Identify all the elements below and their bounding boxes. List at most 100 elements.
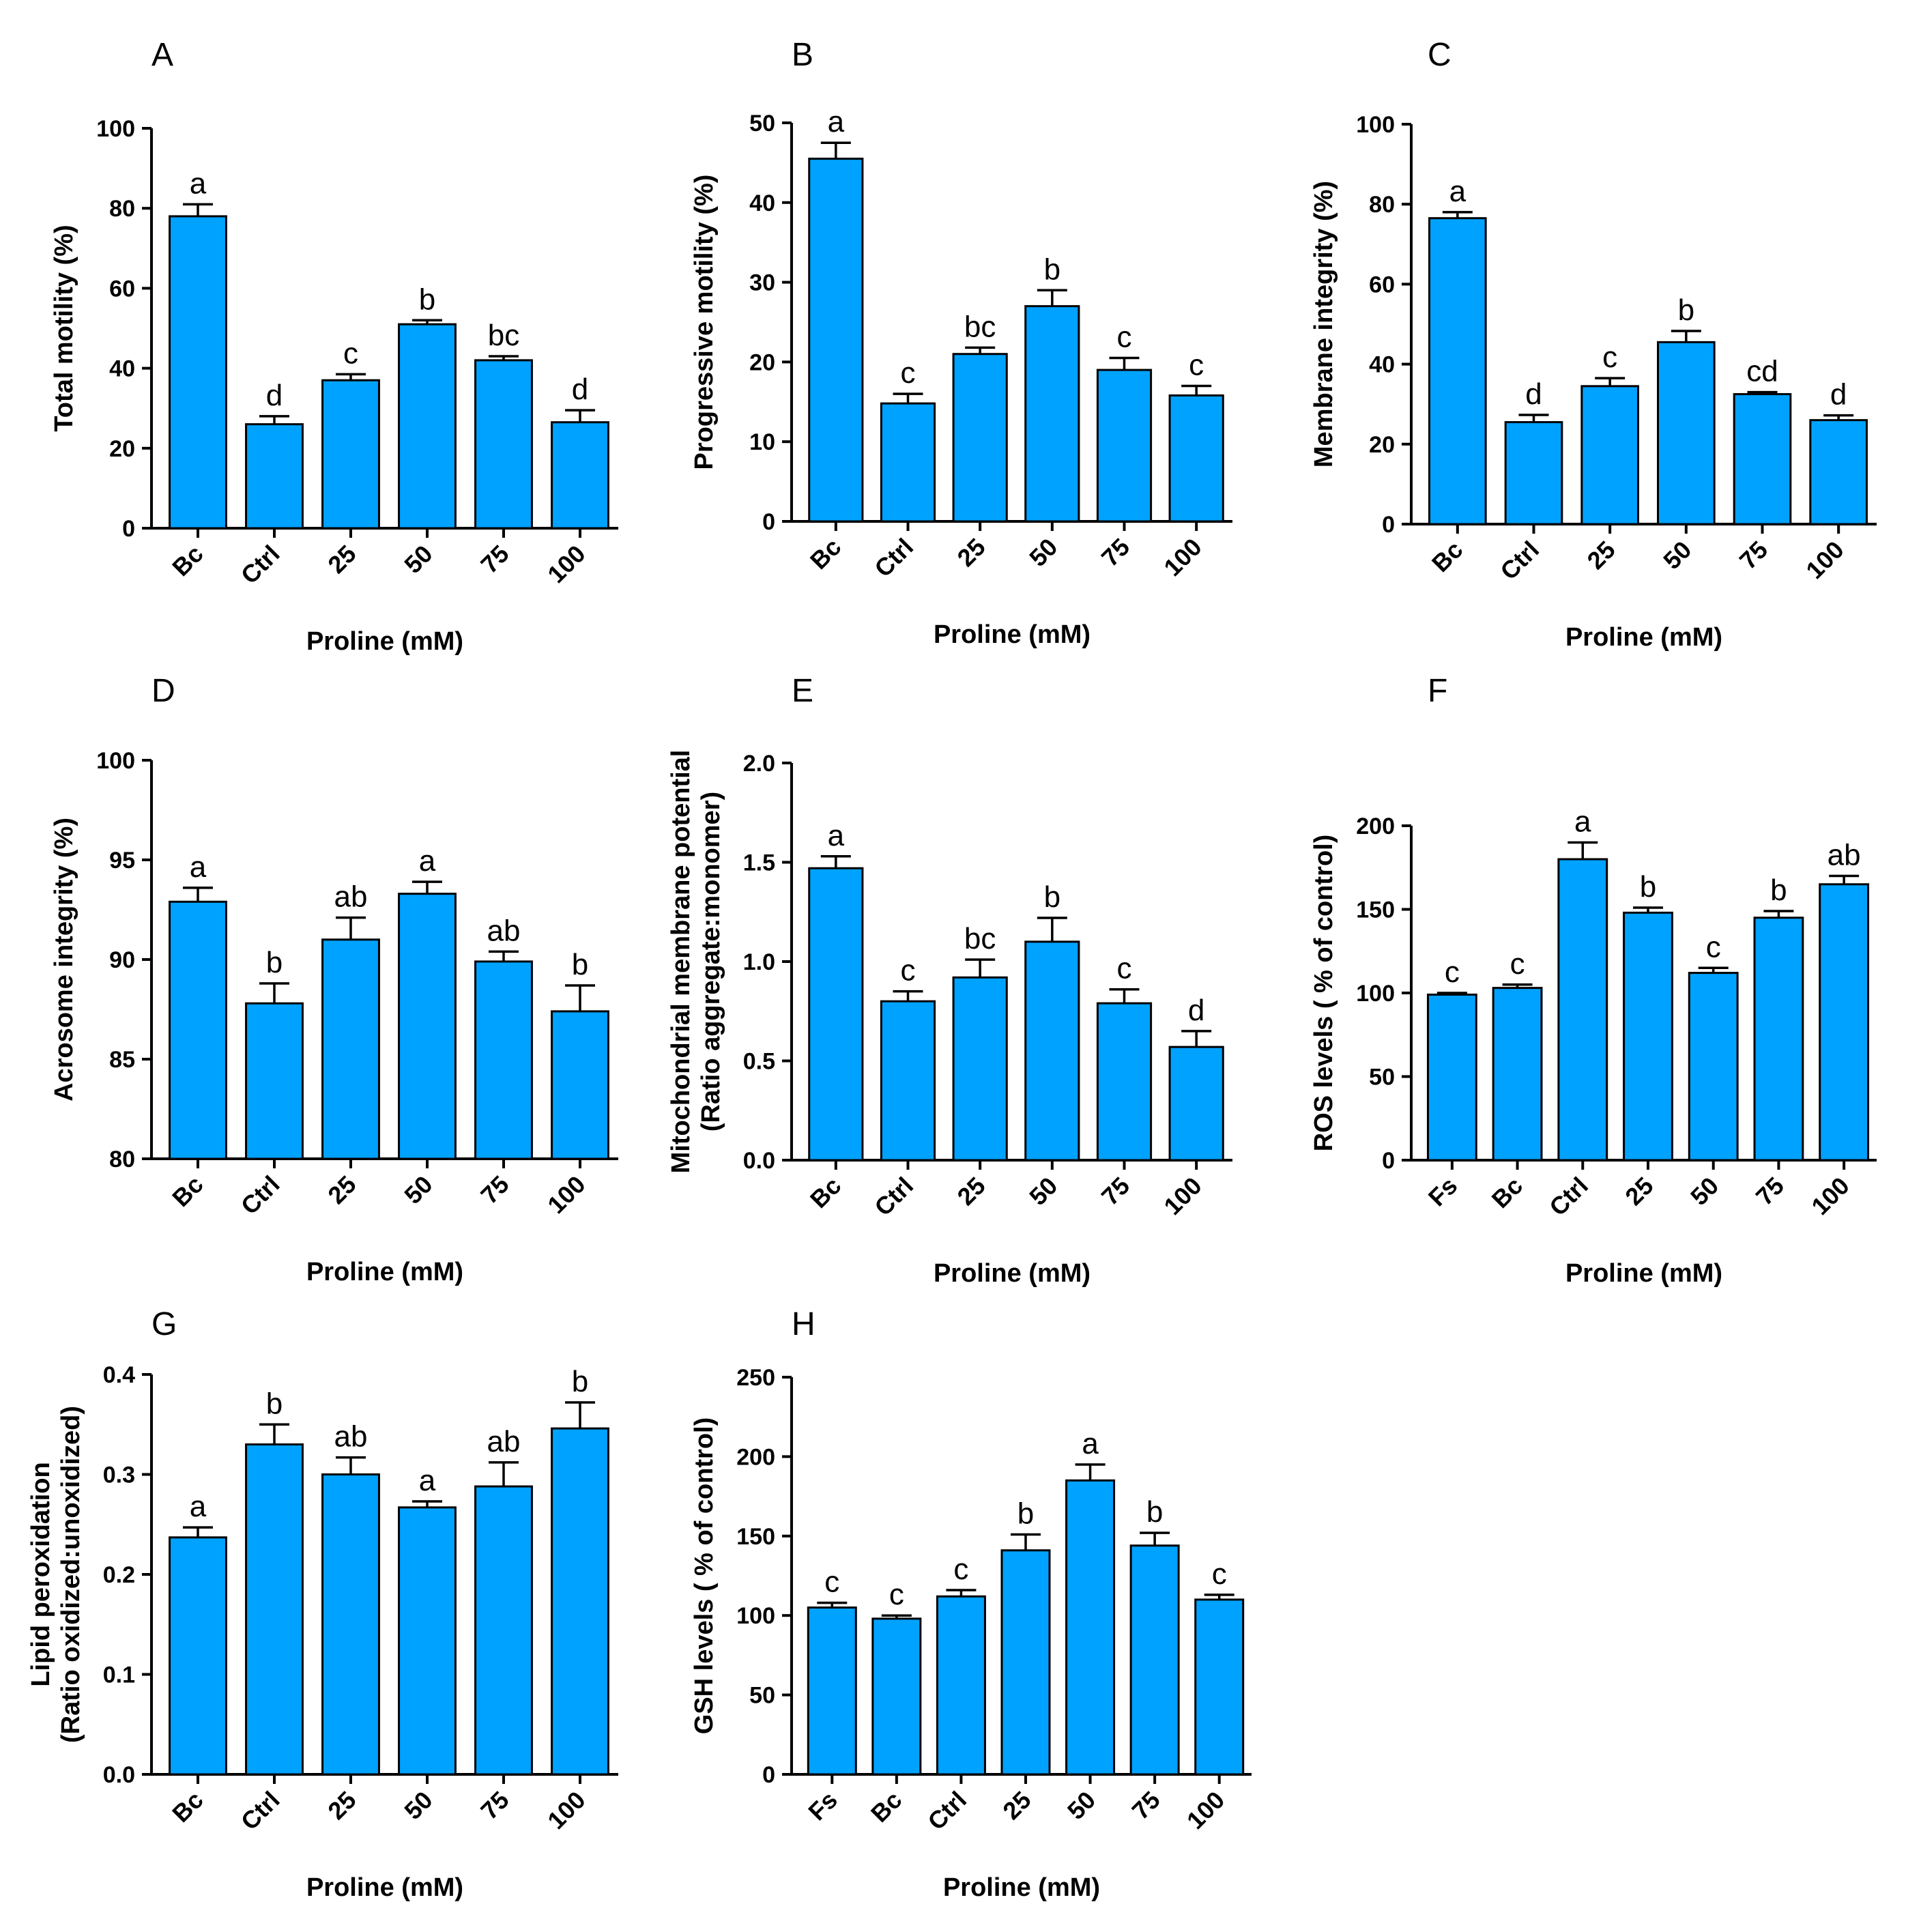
x-tick-label: 50 (1024, 533, 1063, 572)
x-tick-label: 50 (399, 1786, 437, 1825)
y-tick-label: 50 (749, 1683, 775, 1709)
significance-label: c (343, 336, 358, 370)
bar-75 (474, 960, 533, 1160)
y-tick-label: 100 (1356, 112, 1395, 138)
x-tick-label: 75 (475, 1786, 514, 1825)
x-tick-label: Ctrl (869, 533, 919, 583)
x-tick-label: Ctrl (235, 1786, 285, 1836)
x-tick-label: 100 (1158, 1172, 1207, 1220)
x-tick-label: Ctrl (1494, 536, 1544, 586)
x-tick-label: 50 (1024, 1172, 1063, 1211)
bar-50 (398, 323, 457, 530)
bar-50 (398, 1506, 457, 1776)
bar-100 (551, 1010, 609, 1160)
chart-panel-b: B 0 10 20 30 40 50 a Bc c Ctrl bc 25 b 50 c 75 c 100 Prolin… (690, 37, 1232, 649)
bar-25 (952, 976, 1008, 1162)
x-tick-label: Bc (167, 540, 209, 582)
significance-label: bc (964, 310, 996, 343)
panel-letter: H (792, 1306, 815, 1342)
x-tick-label: Fs (803, 1786, 843, 1826)
x-tick-label: 25 (322, 540, 361, 579)
significance-label: d (266, 379, 283, 412)
bar-100 (1194, 1598, 1245, 1776)
bar-75 (474, 1485, 533, 1776)
significance-label: b (572, 1365, 588, 1398)
significance-label: b (419, 283, 435, 316)
x-tick-label: 100 (1806, 1172, 1854, 1220)
y-tick-label: 2.0 (743, 751, 775, 777)
y-tick-label: 100 (1356, 981, 1395, 1007)
bar-50 (1024, 940, 1080, 1162)
significance-label: c (953, 1553, 968, 1586)
x-tick-label: 75 (1750, 1172, 1789, 1211)
significance-label: a (419, 844, 436, 878)
x-tick-label: 75 (475, 540, 514, 579)
significance-label: c (1189, 348, 1204, 381)
bar-bc (808, 158, 864, 523)
y-axis-title: Progressive motility (%) (690, 175, 719, 470)
x-tick-label: 75 (1096, 1172, 1135, 1211)
bar-25 (321, 379, 380, 530)
y-tick-label: 0 (122, 516, 135, 542)
x-tick-label: 25 (952, 1172, 991, 1211)
significance-label: b (572, 948, 588, 981)
bar-75 (1096, 369, 1153, 523)
significance-label: c (824, 1566, 839, 1599)
bar-bc (169, 1536, 227, 1776)
panel-letter: E (792, 673, 813, 709)
bar-75 (1129, 1544, 1180, 1776)
y-tick-label: 80 (109, 196, 135, 222)
x-tick-label: 100 (1800, 536, 1849, 584)
x-axis-title: Proline (mM) (934, 620, 1091, 649)
y-tick-label: 0 (762, 1762, 775, 1788)
significance-label: ab (487, 914, 521, 947)
x-tick-label: Bc (167, 1170, 209, 1213)
significance-label: b (266, 1387, 283, 1420)
y-tick-label: 20 (749, 349, 775, 375)
x-tick-label: 100 (542, 1786, 590, 1834)
y-tick-label: 150 (736, 1524, 775, 1550)
significance-label: ab (487, 1425, 521, 1458)
y-axis-title: Membrane integrity (%) (1310, 181, 1338, 467)
significance-label: a (190, 167, 207, 200)
x-tick-label: 75 (475, 1170, 514, 1209)
bar-100 (551, 1427, 609, 1776)
chart-panel-h: H 0 50 100 150 200 250 c Fs c Bc c Ctrl b 25 a 50 b 75 c 100… (690, 1306, 1252, 1902)
significance-label: a (1082, 1427, 1099, 1460)
y-tick-label: 1.5 (743, 850, 775, 876)
panel-letter: F (1428, 673, 1447, 709)
y-tick-label: 0.1 (103, 1662, 135, 1688)
chart-panel-c: C 0 20 40 60 80 100 a Bc d Ctrl c 25 b 50 cd 75 d 100 Proli… (1310, 37, 1877, 652)
y-tick-label: 150 (1356, 897, 1395, 923)
significance-label: a (828, 105, 845, 139)
chart-panel-a: A 0 20 40 60 80 100 a Bc d Ctrl c 25 b 50 bc 75 d 100 Proli… (50, 37, 618, 656)
bar-bc (871, 1617, 922, 1776)
bar-50 (1065, 1479, 1116, 1776)
x-tick-label: 25 (1582, 536, 1621, 575)
y-tick-label: 85 (109, 1047, 135, 1073)
bar-bc (1492, 987, 1543, 1162)
significance-label: a (190, 1490, 207, 1523)
x-tick-label: Ctrl (235, 540, 285, 590)
y-tick-label: 0.0 (743, 1148, 775, 1174)
x-tick-label: 100 (542, 1170, 590, 1219)
significance-label: d (1830, 378, 1847, 412)
chart-panel-e: E 0.0 0.5 1.0 1.5 2.0 a Bc c Ctrl bc 25 b 50 c 75 d 100 Pr… (667, 673, 1232, 1288)
significance-label: d (1525, 377, 1542, 411)
y-axis-subtitle: (Ratio oxidized:unoxidized) (57, 1406, 85, 1743)
bar-ctrl (880, 402, 936, 523)
significance-label: a (828, 819, 845, 852)
panel-letter: G (151, 1306, 177, 1342)
significance-label: c (889, 1578, 904, 1611)
significance-label: c (1510, 947, 1525, 981)
x-axis-title: Proline (mM) (306, 1258, 463, 1286)
x-tick-label: Ctrl (235, 1170, 285, 1220)
y-tick-label: 0.0 (103, 1762, 135, 1788)
significance-label: b (1770, 874, 1787, 907)
x-tick-label: 25 (1619, 1172, 1658, 1211)
bar-bc (169, 900, 227, 1160)
x-tick-label: Bc (167, 1786, 209, 1828)
bar-ctrl (245, 423, 304, 530)
significance-label: c (1445, 955, 1460, 989)
